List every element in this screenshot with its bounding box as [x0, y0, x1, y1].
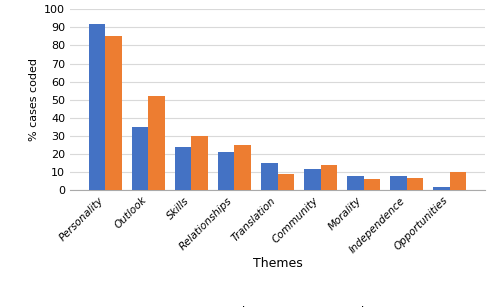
Bar — [364, 180, 380, 190]
Bar — [278, 174, 294, 190]
Bar — [390, 176, 406, 190]
Bar — [234, 145, 251, 190]
Bar — [132, 127, 148, 190]
Bar — [218, 152, 234, 190]
Bar — [450, 172, 466, 190]
Bar — [304, 169, 320, 190]
Bar — [192, 136, 208, 190]
Bar — [406, 178, 423, 190]
Bar — [320, 165, 337, 190]
Y-axis label: % cases coded: % cases coded — [28, 58, 38, 141]
Bar — [348, 176, 364, 190]
Legend: Down syndrome, Rett syndrome: Down syndrome, Rett syndrome — [156, 301, 400, 307]
Bar — [434, 187, 450, 190]
Bar — [261, 163, 278, 190]
Bar — [148, 96, 164, 190]
Bar — [105, 36, 122, 190]
Bar — [175, 147, 192, 190]
X-axis label: Themes: Themes — [252, 257, 302, 270]
Bar — [89, 24, 105, 190]
